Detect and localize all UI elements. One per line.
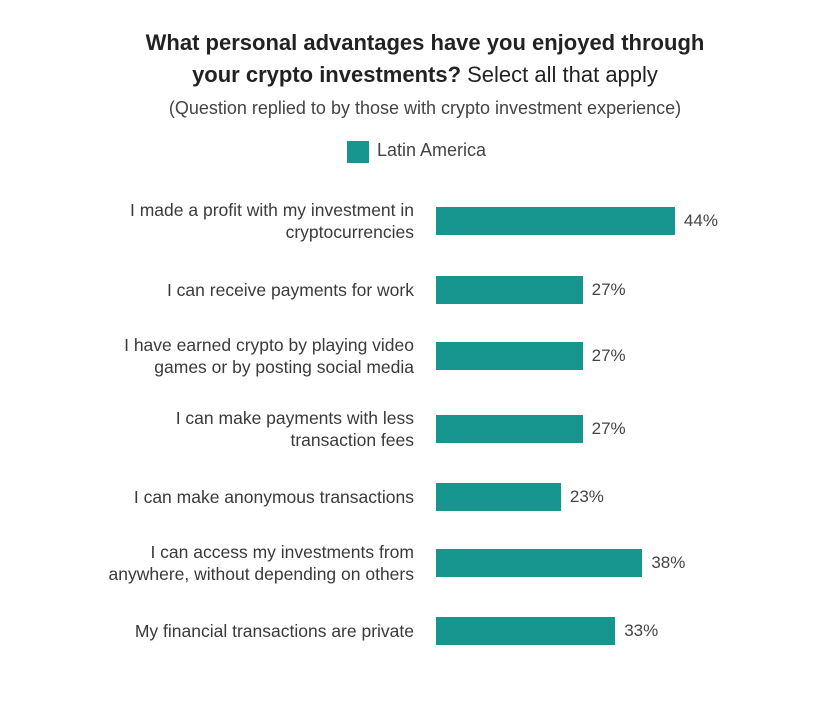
value-label: 38% xyxy=(651,553,686,572)
bar xyxy=(436,483,561,511)
category-label: I can make anonymous transactions xyxy=(24,486,414,508)
value-label: 23% xyxy=(569,487,604,506)
category-label: My financial transactions are private xyxy=(24,620,414,642)
category-label: I can make payments with less transaction… xyxy=(24,407,414,451)
category-label-line: transaction fees xyxy=(290,430,414,450)
bar xyxy=(436,415,583,443)
category-label-line: I made a profit with my investment in xyxy=(130,200,414,220)
chart-title-line-1: What personal advantages have you enjoye… xyxy=(145,30,705,55)
chart-title-line-2: your crypto investments? Select all that… xyxy=(192,62,658,87)
category-label: I have earned crypto by playing video gam… xyxy=(24,334,414,378)
category-label: I can receive payments for work xyxy=(24,279,414,301)
category-label-line: My financial transactions are private xyxy=(134,621,414,641)
category-label-line: I have earned crypto by playing video xyxy=(124,335,414,355)
category-label-line: games or by posting social media xyxy=(154,357,414,377)
value-label: 27% xyxy=(591,346,626,365)
chart-subtitle: (Question replied to by those with crypt… xyxy=(168,98,682,118)
value-label: 27% xyxy=(591,419,626,438)
category-label: I made a profit with my investment in cry… xyxy=(24,199,414,243)
bar xyxy=(436,342,583,370)
category-label-line: cryptocurrencies xyxy=(285,222,414,242)
bar xyxy=(436,617,616,645)
category-label-line: I can access my investments from xyxy=(150,542,414,562)
bar xyxy=(436,276,583,304)
category-label-line: I can receive payments for work xyxy=(166,280,414,300)
value-label: 27% xyxy=(591,280,626,299)
bar xyxy=(436,549,643,577)
category-label-line: anywhere, without depending on others xyxy=(108,564,415,584)
value-label: 44% xyxy=(683,211,718,230)
legend-label: Latin America xyxy=(377,140,487,160)
category-label-line: I can make payments with less xyxy=(175,408,414,428)
bar xyxy=(436,207,675,235)
category-label-line: I can make anonymous transactions xyxy=(133,487,414,507)
legend-swatch xyxy=(347,141,369,163)
category-label: I can access my investments from anywhere… xyxy=(24,541,415,585)
value-label: 33% xyxy=(624,621,659,640)
